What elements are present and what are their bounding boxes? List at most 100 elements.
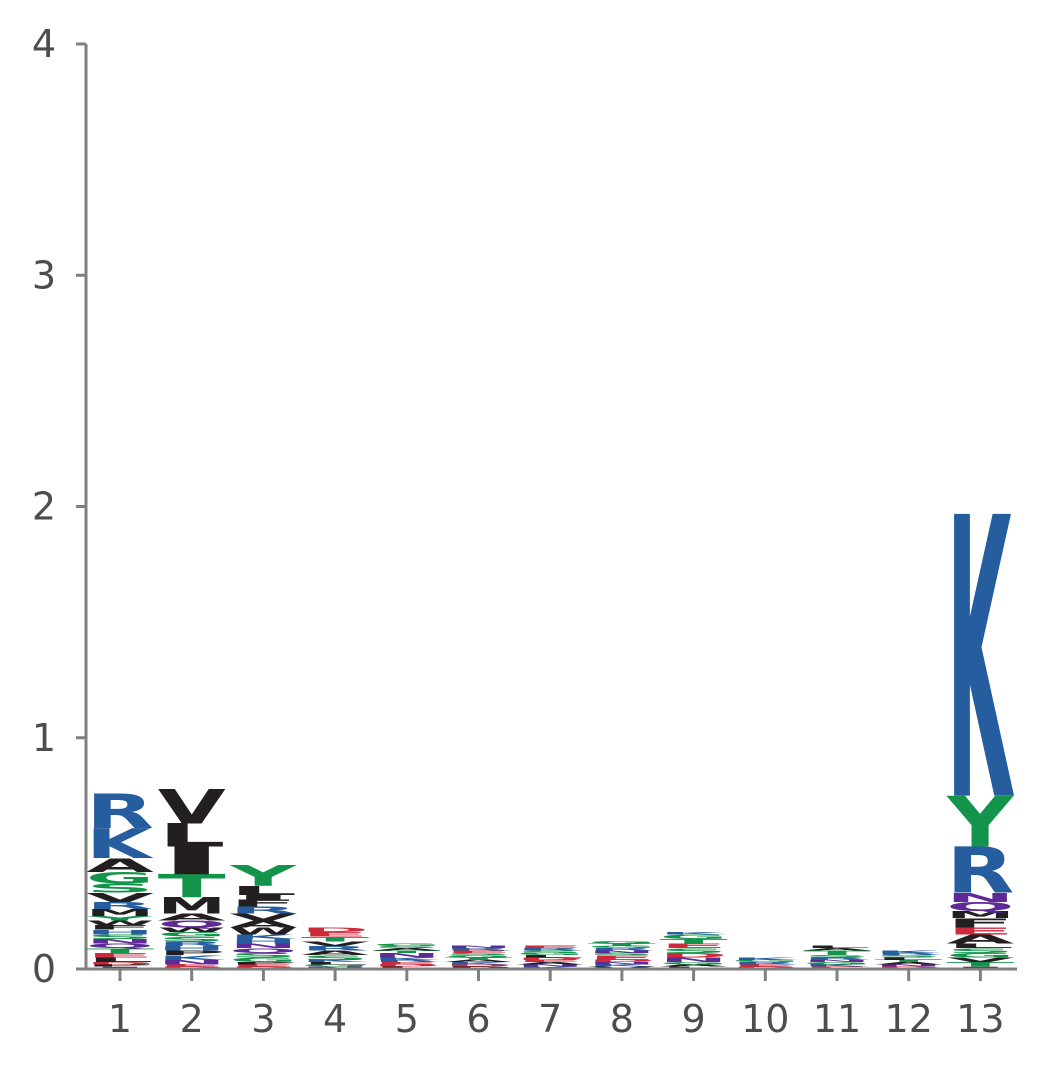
logo-letter-R: R bbox=[86, 784, 154, 840]
logo-letter-L: L bbox=[158, 817, 226, 854]
logo-letter-K: K bbox=[875, 950, 943, 954]
logo-letter-S: S bbox=[588, 952, 656, 956]
logo-letter-K: K bbox=[445, 961, 513, 965]
logo-letter-H: H bbox=[158, 945, 226, 952]
logo-letter-E: E bbox=[946, 925, 1014, 936]
logo-letter-M: M bbox=[86, 907, 154, 918]
logo-letter-S: S bbox=[516, 950, 584, 954]
logo-letter-R: R bbox=[229, 905, 297, 916]
logo-letter-P: P bbox=[229, 961, 297, 965]
logo-letter-T: T bbox=[588, 943, 656, 947]
logo-letter-K: K bbox=[803, 964, 871, 968]
position-stack-4: NGLKSARVTED bbox=[301, 926, 369, 970]
logo-letter-A: A bbox=[301, 949, 369, 956]
logo-letter-K: K bbox=[301, 959, 369, 963]
logo-letter-A: A bbox=[158, 912, 227, 923]
logo-letter-S: S bbox=[301, 954, 369, 961]
logo-letter-Y: Y bbox=[86, 915, 155, 922]
logo-letter-E: E bbox=[158, 964, 226, 968]
x-tick-label: 8 bbox=[610, 997, 634, 1041]
logo-letter-V: V bbox=[301, 940, 369, 947]
logo-letter-D: D bbox=[516, 957, 584, 961]
position-stack-9: LAGNDSETGK bbox=[660, 931, 728, 969]
logo-letter-N: N bbox=[516, 964, 584, 968]
logo-letter-L: L bbox=[86, 956, 154, 963]
logo-letter-D: D bbox=[301, 926, 369, 933]
logo-letter-R: R bbox=[946, 835, 1014, 908]
logo-letter-G: G bbox=[946, 952, 1014, 959]
logo-letter-L: L bbox=[946, 942, 1014, 949]
logo-letter-P: P bbox=[86, 964, 154, 968]
x-tick-label: 1 bbox=[108, 997, 132, 1041]
position-stack-13: ITVGSLAEFMQNRYK bbox=[946, 436, 1015, 970]
x-tick-label: 6 bbox=[466, 997, 490, 1041]
logo-letter-N: N bbox=[373, 952, 441, 959]
logo-letter-D: D bbox=[86, 961, 154, 965]
logo-letter-A: A bbox=[660, 964, 728, 968]
logo-letter-R: R bbox=[158, 940, 226, 947]
logo-letter-I: I bbox=[229, 894, 297, 901]
logo-letter-K: K bbox=[373, 957, 441, 961]
logo-letter-E: E bbox=[444, 950, 512, 954]
y-tick-label: 4 bbox=[32, 22, 56, 66]
logo-letter-V: V bbox=[946, 956, 1014, 963]
logo-letter-G: G bbox=[660, 933, 728, 940]
logo-letter-N: N bbox=[445, 945, 513, 949]
logo-letter-R: R bbox=[875, 952, 943, 956]
logo-letter-Y: Y bbox=[946, 783, 1014, 864]
logo-letter-S: S bbox=[86, 881, 154, 896]
y-tick-label: 2 bbox=[32, 485, 56, 529]
logo-letter-G: G bbox=[301, 964, 369, 968]
logo-letter-K: K bbox=[946, 436, 1014, 887]
position-stack-7: KNAEDLGSRE bbox=[516, 945, 584, 970]
logo-letter-R: R bbox=[588, 948, 656, 952]
logo-letter-R: R bbox=[516, 948, 584, 952]
logo-letter-K: K bbox=[588, 964, 656, 968]
logo-letter-E: E bbox=[731, 964, 799, 968]
logo-letter-A: A bbox=[803, 948, 871, 952]
logo-letter-M: M bbox=[946, 909, 1014, 920]
logo-letter-Y: Y bbox=[229, 859, 298, 892]
logo-letter-G: G bbox=[588, 945, 656, 949]
logo-letter-H: H bbox=[229, 938, 297, 945]
logo-letter-N: N bbox=[660, 956, 728, 963]
logo-letter-R: R bbox=[373, 959, 441, 963]
logo-letter-S: S bbox=[229, 952, 297, 959]
logo-letter-R: R bbox=[731, 961, 799, 965]
logo-letter-N: N bbox=[875, 964, 943, 968]
logo-letter-P: P bbox=[158, 949, 226, 956]
logo-letter-L: L bbox=[875, 957, 943, 961]
logo-letter-E: E bbox=[301, 931, 369, 938]
x-tick-label: 5 bbox=[395, 997, 419, 1041]
logo-letter-R: R bbox=[803, 957, 871, 961]
logo-letter-S: S bbox=[86, 933, 154, 940]
logo-letter-F: F bbox=[86, 924, 154, 931]
logo-letter-G: G bbox=[516, 952, 584, 956]
logo-letter-Q: Q bbox=[158, 919, 226, 930]
position-stack-12: DNATLSRK bbox=[875, 950, 943, 970]
logo-letter-K: K bbox=[731, 957, 799, 961]
logo-letter-S: S bbox=[158, 935, 226, 942]
logo-letter-T: T bbox=[373, 950, 441, 954]
logo-letter-D: D bbox=[373, 964, 441, 968]
position-stack-2: DENKPHRSGWQAMTILV bbox=[158, 779, 227, 970]
position-stack-11: EKGNRSTAL bbox=[803, 945, 871, 970]
logo-letter-E: E bbox=[516, 959, 584, 963]
logo-letter-N: N bbox=[86, 938, 154, 945]
logo-letter-A: A bbox=[516, 961, 584, 965]
logo-letter-A: A bbox=[875, 961, 943, 965]
logo-stacks: IPDLETQNSHFWYMRVSGAKRDENKPHRSGWQAMTILVDE… bbox=[86, 436, 1015, 970]
logo-letter-N: N bbox=[588, 961, 656, 965]
position-stack-5: LDERKNTASG bbox=[373, 943, 441, 970]
logo-letter-W: W bbox=[229, 926, 297, 937]
position-stack-8: VKNDESNRGTG bbox=[588, 941, 656, 970]
logo-letter-Q: Q bbox=[229, 947, 297, 954]
logo-letter-T: T bbox=[875, 959, 943, 963]
logo-letter-G: G bbox=[588, 941, 656, 945]
logo-letter-G: G bbox=[731, 959, 799, 963]
logo-letter-E: E bbox=[660, 942, 728, 949]
logo-letter-A: A bbox=[373, 948, 441, 952]
logo-letter-T: T bbox=[301, 935, 369, 942]
logo-letter-G: G bbox=[445, 955, 513, 959]
